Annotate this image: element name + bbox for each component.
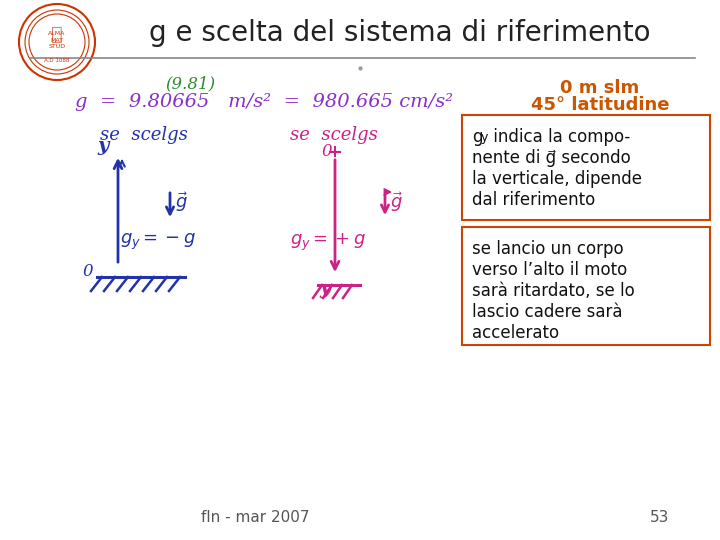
Text: 0: 0	[322, 144, 333, 160]
Bar	[462, 115, 710, 220]
Text: se  scelgs: se scelgs	[100, 126, 188, 144]
Text: dal riferimento: dal riferimento	[472, 191, 595, 209]
Text: indica la compo-: indica la compo-	[488, 128, 630, 146]
Text: lascio cadere sarà: lascio cadere sarà	[472, 303, 623, 321]
Text: ALMA
MAT
STUD: ALMA MAT STUD	[48, 31, 66, 49]
Text: fln - mar 2007: fln - mar 2007	[201, 510, 310, 525]
Bar	[462, 227, 710, 345]
Text: g: g	[472, 128, 482, 146]
Text: 45° latitudine: 45° latitudine	[531, 96, 670, 114]
Text: verso l’alto il moto: verso l’alto il moto	[472, 261, 627, 279]
Text: y: y	[481, 131, 488, 144]
Text: 0: 0	[83, 264, 94, 280]
Text: $\vec{g}$: $\vec{g}$	[390, 190, 403, 214]
Text: (9.81): (9.81)	[165, 76, 215, 92]
Text: $\vec{g}$: $\vec{g}$	[175, 190, 188, 214]
Text: g e scelta del sistema di riferimento: g e scelta del sistema di riferimento	[149, 19, 651, 47]
Text: accelerato: accelerato	[472, 324, 559, 342]
Text: 53: 53	[650, 510, 670, 525]
Text: $g_y = +g$: $g_y = +g$	[290, 232, 366, 253]
Text: g  =  9.80665   m/s²  =  980.665 cm/s²: g = 9.80665 m/s² = 980.665 cm/s²	[75, 93, 453, 111]
Text: nente di g⃗ secondo: nente di g⃗ secondo	[472, 149, 631, 167]
Text: 0 m slm: 0 m slm	[560, 79, 639, 97]
Text: y: y	[97, 137, 109, 155]
Text: la verticale, dipende: la verticale, dipende	[472, 170, 642, 188]
Text: se lancio un corpo: se lancio un corpo	[472, 240, 624, 258]
Text: sarà ritardato, se lo: sarà ritardato, se lo	[472, 282, 635, 300]
Text: $g_y = -g$: $g_y = -g$	[120, 232, 197, 252]
Text: se  scelgs: se scelgs	[290, 126, 378, 144]
Text: A.D 1088: A.D 1088	[45, 57, 70, 63]
Text: y: y	[319, 280, 330, 298]
Text: ⛪: ⛪	[51, 24, 63, 44]
